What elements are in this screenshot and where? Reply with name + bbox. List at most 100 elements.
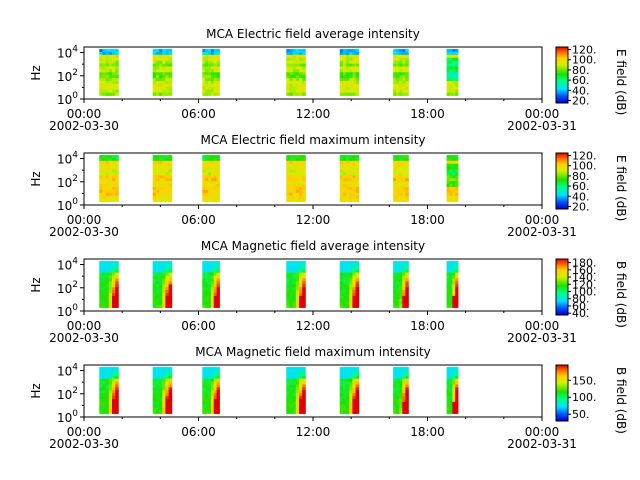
data-block	[286, 155, 306, 202]
x-date-label: 2002-03-30	[49, 119, 119, 133]
colorbar-tick-label: 60.	[572, 180, 590, 193]
colorbar-tick-label: 100.	[572, 391, 597, 404]
x-tick-label: 18:00	[410, 107, 445, 121]
x-tick-label: 18:00	[410, 213, 445, 227]
x-tick-label: 06:00	[181, 425, 216, 439]
data-block	[152, 49, 173, 96]
y-tick-label: 102	[57, 386, 78, 402]
x-tick-label: 06:00	[181, 319, 216, 333]
colorbar-tick-label: 100.	[572, 54, 597, 67]
y-tick-label: 100	[57, 197, 78, 213]
colorbar: 20.40.60.80.100.120. E field (dB)	[555, 150, 628, 221]
colorbar-tick-label: 160.	[572, 264, 597, 277]
data-block	[202, 155, 220, 202]
y-tick-label: 104	[57, 363, 78, 379]
data-block	[99, 261, 119, 308]
colorbar-tick-label: 120.	[572, 278, 597, 291]
data-block	[286, 49, 306, 96]
colorbar: 40.60.80.100.120.140.160.180. B field (dB…	[555, 257, 628, 328]
data-block	[339, 155, 360, 202]
data-block	[393, 155, 409, 202]
colorbar-tick-label: 120.	[572, 150, 597, 163]
colorbar-tick-label: 20.	[572, 200, 590, 213]
x-tick-label: 06:00	[181, 107, 216, 121]
y-tick-label: 100	[57, 409, 78, 425]
x-date-label: 2002-03-30	[49, 331, 119, 345]
data-block	[393, 49, 409, 96]
x-date-label: 2002-03-30	[49, 225, 119, 239]
colorbar-tick-label: 120.	[572, 44, 597, 57]
y-tick-label: 102	[57, 68, 78, 84]
data-block	[152, 261, 173, 308]
x-date-label: 2002-03-31	[507, 437, 577, 451]
x-date-label: 2002-03-31	[507, 225, 577, 239]
colorbar-tick-label: 40.	[572, 307, 590, 320]
y-tick-label: 100	[57, 91, 78, 107]
y-axis-label: Hz	[29, 383, 43, 398]
colorbar: 20.40.60.80.100.120. E field (dB)	[555, 44, 628, 115]
panel-title: MCA Electric field maximum intensity	[200, 133, 425, 147]
panel-3: MCA Magnetic field average intensity Hz 10…	[29, 239, 628, 345]
y-tick-label: 102	[57, 280, 78, 296]
colorbar-tick-label: 100.	[572, 160, 597, 173]
y-tick-label: 104	[57, 257, 78, 273]
x-date-label: 2002-03-31	[507, 331, 577, 345]
data-block	[152, 367, 173, 414]
colorbar-tick-label: 100.	[572, 286, 597, 299]
x-tick-label: 00:00	[525, 425, 560, 439]
y-axis-label: Hz	[29, 65, 43, 80]
data-block	[393, 367, 409, 414]
x-tick-label: 00:00	[67, 107, 102, 121]
data-block	[393, 261, 409, 308]
data-block	[202, 49, 220, 96]
data-block	[99, 49, 119, 96]
panel-1: MCA Electric field average intensity Hz 10…	[29, 27, 628, 133]
x-tick-label: 06:00	[181, 213, 216, 227]
x-tick-label: 00:00	[525, 319, 560, 333]
y-axis-label: Hz	[29, 277, 43, 292]
data-block	[339, 261, 360, 308]
x-tick-label: 12:00	[296, 319, 331, 333]
data-block	[339, 367, 360, 414]
colorbar-label: E field (dB)	[614, 155, 628, 221]
panel-title: MCA Electric field average intensity	[206, 27, 420, 41]
colorbar-label: E field (dB)	[614, 49, 628, 115]
colorbar-tick-label: 150.	[572, 374, 597, 387]
x-tick-label: 00:00	[525, 213, 560, 227]
panel-2: MCA Electric field maximum intensity Hz 10…	[29, 133, 628, 239]
x-tick-label: 00:00	[525, 107, 560, 121]
panel-4: MCA Magnetic field maximum intensity Hz 10…	[29, 345, 628, 451]
x-tick-label: 00:00	[67, 319, 102, 333]
data-block	[152, 155, 173, 202]
colorbar-label: B field (dB)	[614, 261, 628, 328]
x-tick-label: 00:00	[67, 213, 102, 227]
colorbar-tick-label: 50.	[572, 408, 590, 421]
data-block	[446, 155, 459, 202]
x-tick-label: 18:00	[410, 425, 445, 439]
panel-title: MCA Magnetic field average intensity	[201, 239, 425, 253]
colorbar-tick-label: 140.	[572, 271, 597, 284]
colorbar-tick-label: 80.	[572, 170, 590, 183]
y-axis-label: Hz	[29, 171, 43, 186]
data-block	[446, 367, 459, 414]
data-block	[286, 367, 306, 414]
panel-title: MCA Magnetic field maximum intensity	[195, 345, 431, 359]
y-tick-label: 100	[57, 303, 78, 319]
x-tick-label: 12:00	[296, 425, 331, 439]
x-date-label: 2002-03-30	[49, 437, 119, 451]
colorbar: 50. 100. 150. B field (dB)	[555, 364, 628, 434]
data-block	[339, 49, 360, 96]
x-date-label: 2002-03-31	[507, 119, 577, 133]
colorbar-tick-label: 60.	[572, 74, 590, 87]
data-block	[202, 367, 220, 414]
x-tick-label: 12:00	[296, 107, 331, 121]
y-tick-label: 102	[57, 174, 78, 190]
x-tick-label: 12:00	[296, 213, 331, 227]
data-block	[202, 261, 220, 308]
colorbar-tick-label: 180.	[572, 257, 597, 270]
colorbar-label: B field (dB)	[614, 367, 628, 434]
data-block	[286, 261, 306, 308]
colorbar-tick-label: 20.	[572, 94, 590, 107]
data-block	[446, 261, 459, 308]
